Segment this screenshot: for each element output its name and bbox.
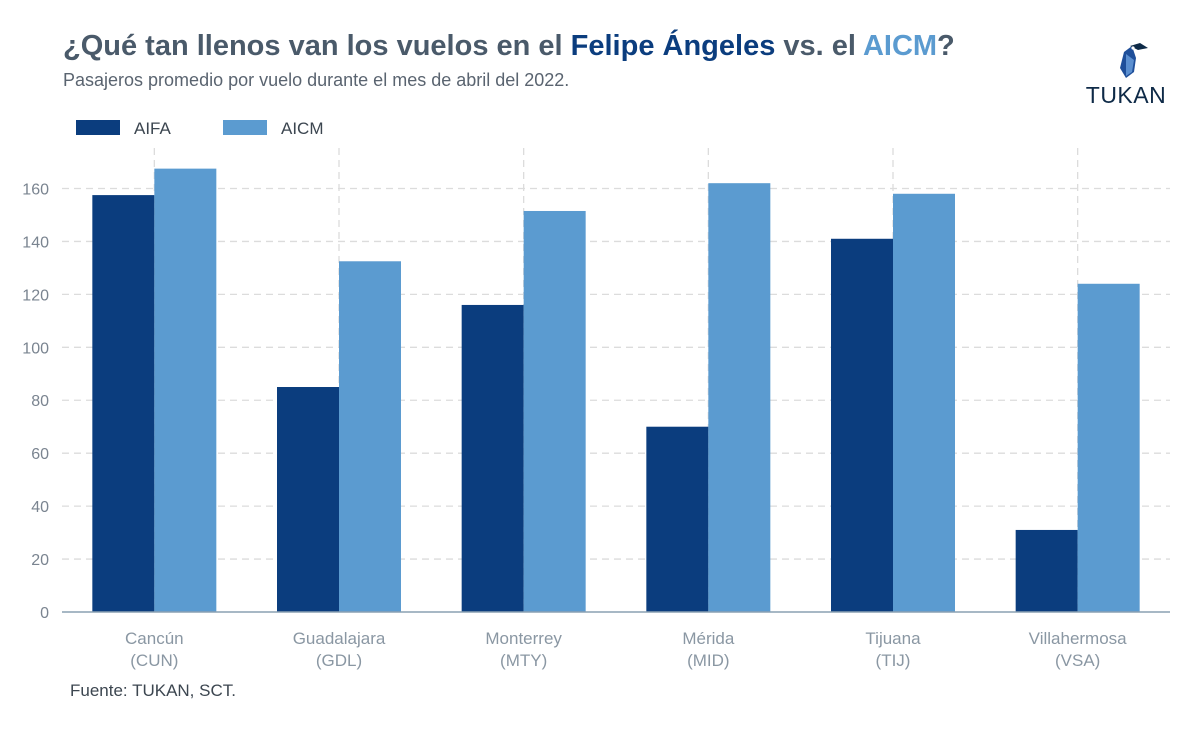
- y-tick-label: 0: [40, 605, 49, 622]
- y-tick-label: 40: [31, 499, 49, 516]
- bar-aicm: [523, 210, 586, 613]
- x-category-label: (TIJ): [876, 651, 911, 670]
- bars: [92, 168, 1140, 613]
- bar-aifa: [1015, 529, 1078, 612]
- toucan-icon: [1120, 43, 1148, 78]
- y-tick-label: 100: [22, 340, 49, 357]
- bar-aifa: [92, 195, 155, 612]
- x-category-label: (GDL): [316, 651, 362, 670]
- title-highlight-aifa: Felipe Ángeles: [570, 30, 776, 62]
- y-tick-label: 60: [31, 446, 49, 463]
- y-tick-label: 80: [31, 393, 49, 410]
- chart-subtitle: Pasajeros promedio por vuelo durante el …: [63, 70, 570, 90]
- y-tick-label: 140: [22, 234, 49, 251]
- legend-label-aicm: AICM: [281, 119, 324, 138]
- legend: AIFA AICM: [76, 119, 324, 138]
- x-category-label: (VSA): [1055, 651, 1100, 670]
- x-category-label: (MTY): [500, 651, 547, 670]
- x-category-label: Monterrey: [485, 629, 562, 648]
- legend-label-aifa: AIFA: [134, 119, 172, 138]
- bar-aifa: [277, 387, 339, 612]
- y-tick-label: 160: [22, 181, 49, 198]
- bar-aicm: [893, 193, 955, 613]
- x-category-label: Guadalajara: [293, 629, 386, 648]
- bar-aifa: [831, 238, 893, 612]
- x-category-label: (MID): [687, 651, 729, 670]
- x-category-label: Mérida: [682, 629, 735, 648]
- x-category-label: Villahermosa: [1029, 629, 1128, 648]
- source-note: Fuente: TUKAN, SCT.: [70, 681, 236, 700]
- x-category-label: Cancún: [125, 629, 184, 648]
- x-category-label: Tijuana: [865, 629, 921, 648]
- x-category-label: (CUN): [130, 651, 178, 670]
- bar-aifa: [646, 426, 709, 612]
- tukan-logo: TUKAN: [1080, 38, 1172, 108]
- bar-aicm: [339, 261, 401, 612]
- chart-title: ¿Qué tan llenos van los vuelos en el Fel…: [63, 30, 955, 63]
- legend-swatch-aifa: [76, 120, 120, 135]
- logo-text: TUKAN: [1085, 82, 1167, 108]
- bar-aicm: [154, 168, 217, 612]
- horizontal-gridlines: [62, 187, 1170, 560]
- legend-swatch-aicm: [223, 120, 267, 135]
- bar-aifa: [461, 304, 524, 612]
- y-tick-label: 120: [22, 287, 49, 304]
- bar-aicm: [708, 183, 771, 612]
- y-tick-label: 20: [31, 552, 49, 569]
- title-text: ¿Qué tan llenos van los vuelos en el: [63, 30, 571, 62]
- x-axis-category-labels: Cancún (CUN) Guadalajara (GDL) Monterrey (MTY…: [125, 629, 1127, 670]
- title-question-mark: ?: [937, 30, 955, 62]
- y-axis-tick-labels: 0 20 40 60 80 100 120 140 160: [22, 181, 49, 622]
- title-highlight-aicm: AICM: [862, 30, 938, 62]
- title-text-middle: vs. el: [775, 30, 863, 62]
- bar-aicm: [1077, 283, 1140, 612]
